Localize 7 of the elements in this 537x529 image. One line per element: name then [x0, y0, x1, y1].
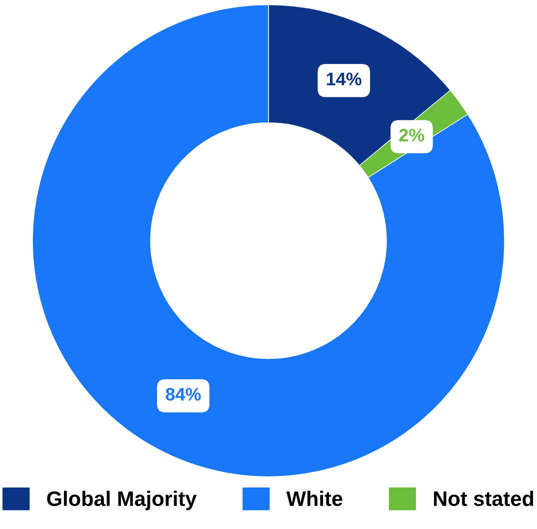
legend-label: Not stated — [434, 490, 534, 506]
donut-slice — [32, 4, 505, 478]
data-label: 2% — [399, 128, 424, 142]
legend-label: White — [286, 490, 342, 506]
data-label: 14% — [326, 72, 362, 86]
data-label: 84% — [166, 388, 201, 401]
legend-label: Global Majority — [47, 490, 197, 510]
